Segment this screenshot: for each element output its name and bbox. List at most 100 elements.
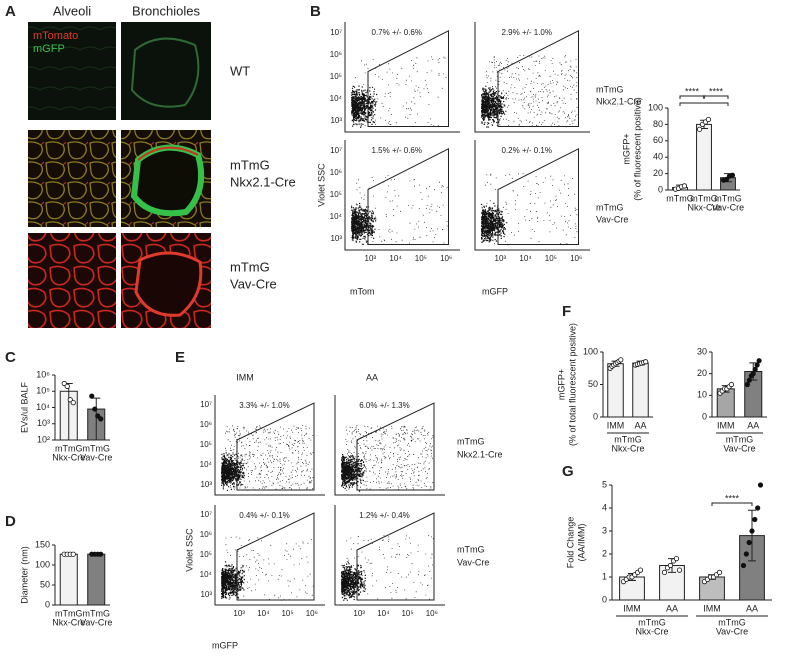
y-tick-label: 0 — [702, 411, 707, 421]
y-tick-label: 10⁷ — [200, 400, 212, 409]
x-tick-label: 10³ — [495, 254, 507, 263]
y-tick-label: 0 — [45, 599, 50, 609]
significance-label: **** — [725, 493, 740, 503]
x-tick-label: 10³ — [353, 609, 365, 618]
panel-letter: A — [5, 3, 16, 20]
event-cloud — [351, 56, 447, 128]
category-label: mTmG — [83, 443, 111, 453]
axis — [334, 395, 445, 496]
category-label: AA — [746, 603, 758, 613]
significance-bracket — [679, 95, 705, 99]
y-tick-label: 150 — [35, 539, 50, 549]
row-label: mTmG — [457, 544, 485, 554]
category-label: Nkx-Cre — [52, 452, 85, 462]
axis-label: mGFP — [212, 640, 238, 650]
y-tick-label: 0 — [593, 411, 598, 421]
micrograph-feature — [137, 146, 199, 161]
micrograph — [28, 233, 116, 328]
category-label: mTmG — [714, 193, 742, 203]
data-point — [667, 562, 674, 569]
row-label: Nkx2.1-Cre — [457, 449, 503, 459]
bar — [87, 553, 106, 606]
data-point — [618, 357, 624, 363]
y-tick-label: 10⁶ — [330, 168, 342, 177]
column-label: AA — [366, 372, 378, 382]
category-label: IMM — [717, 420, 735, 430]
legend-label: mGFP — [33, 43, 65, 55]
x-tick-label: 10⁵ — [545, 254, 557, 263]
category-label: Vav-Cre — [712, 202, 744, 212]
axis — [214, 395, 325, 496]
category-label: AA — [666, 603, 678, 613]
significance-bracket — [711, 502, 753, 506]
data-point — [746, 539, 752, 546]
data-point — [752, 366, 758, 372]
gate-label: 2.9% +/- 1.0% — [502, 28, 552, 37]
y-tick-label: 10³ — [330, 116, 342, 125]
data-point — [743, 551, 749, 557]
category-label: Vav-Cre — [80, 452, 112, 462]
y-tick-label: 10³ — [200, 480, 212, 489]
gate — [236, 402, 315, 491]
category-label: mTmG — [55, 443, 83, 453]
row-label: Nkx2.1-Cre — [230, 174, 296, 189]
y-tick-label: 10⁷ — [330, 28, 342, 37]
y-tick-label: 10⁴ — [200, 460, 213, 469]
y-tick-label: 3 — [602, 525, 607, 535]
y-tick-label: 30 — [697, 346, 707, 356]
legend-label: mTomato — [33, 30, 78, 42]
x-tick-label: 10⁵ — [401, 609, 413, 618]
y-tick-label: 100 — [35, 559, 50, 569]
category-label: IMM — [623, 603, 641, 613]
column-label: Alveoli — [53, 3, 91, 18]
gate-label: 1.5% +/- 0.6% — [372, 146, 422, 155]
data-point — [755, 505, 761, 511]
event-cloud — [341, 535, 434, 601]
error-bar — [748, 509, 756, 562]
significance-label: **** — [709, 86, 724, 96]
y-tick-label: 10⁶ — [200, 420, 212, 429]
gate-label: 3.3% +/- 1.0% — [239, 401, 289, 410]
row-label: mTmG — [230, 157, 270, 172]
data-point — [643, 359, 649, 365]
y-tick-label: 0 — [602, 594, 607, 604]
group-label: Nkx-Cre — [636, 626, 669, 636]
row-label: mTmG — [596, 84, 624, 94]
y-tick-label: 80 — [653, 119, 663, 129]
y-tick-label: 10 — [697, 390, 707, 400]
event-cloud — [351, 175, 448, 245]
y-tick-label: 10⁵ — [200, 440, 212, 449]
category-label: IMM — [703, 603, 721, 613]
gate — [356, 512, 435, 601]
y-tick-label: 10² — [37, 434, 50, 444]
row-label: WT — [230, 63, 250, 78]
axis — [344, 22, 460, 133]
panel-letter: D — [5, 513, 16, 530]
x-tick-label: 10⁵ — [415, 254, 427, 263]
data-point — [98, 416, 104, 422]
group-label: mTmG — [718, 617, 746, 627]
y-tick-label: 10³ — [200, 590, 212, 599]
bar — [59, 553, 78, 606]
data-point — [637, 567, 644, 573]
x-tick-label: 10⁵ — [281, 609, 293, 618]
x-tick-label: 10⁴ — [257, 609, 270, 618]
y-tick-label: 10⁵ — [200, 550, 212, 559]
category-label: Nkx-Cre — [688, 202, 721, 212]
micrograph-feature — [130, 37, 200, 108]
y-tick-label: 1 — [602, 571, 607, 581]
column-label: IMM — [236, 372, 254, 382]
group-label: Nkx-Cre — [612, 443, 645, 453]
data-point — [754, 362, 760, 368]
axis — [474, 22, 590, 133]
category-label: mTmG — [55, 608, 83, 618]
x-tick-label: 10⁶ — [306, 609, 318, 618]
category-label: mTmG — [666, 193, 694, 203]
y-axis-label: (% of fluorescent positive) — [632, 97, 642, 201]
x-tick-label: 10³ — [233, 609, 245, 618]
y-axis-label: Fold Change — [565, 517, 575, 569]
data-point — [696, 126, 703, 132]
row-label: Vav-Cre — [457, 557, 489, 567]
y-tick-label: 50 — [40, 579, 50, 589]
